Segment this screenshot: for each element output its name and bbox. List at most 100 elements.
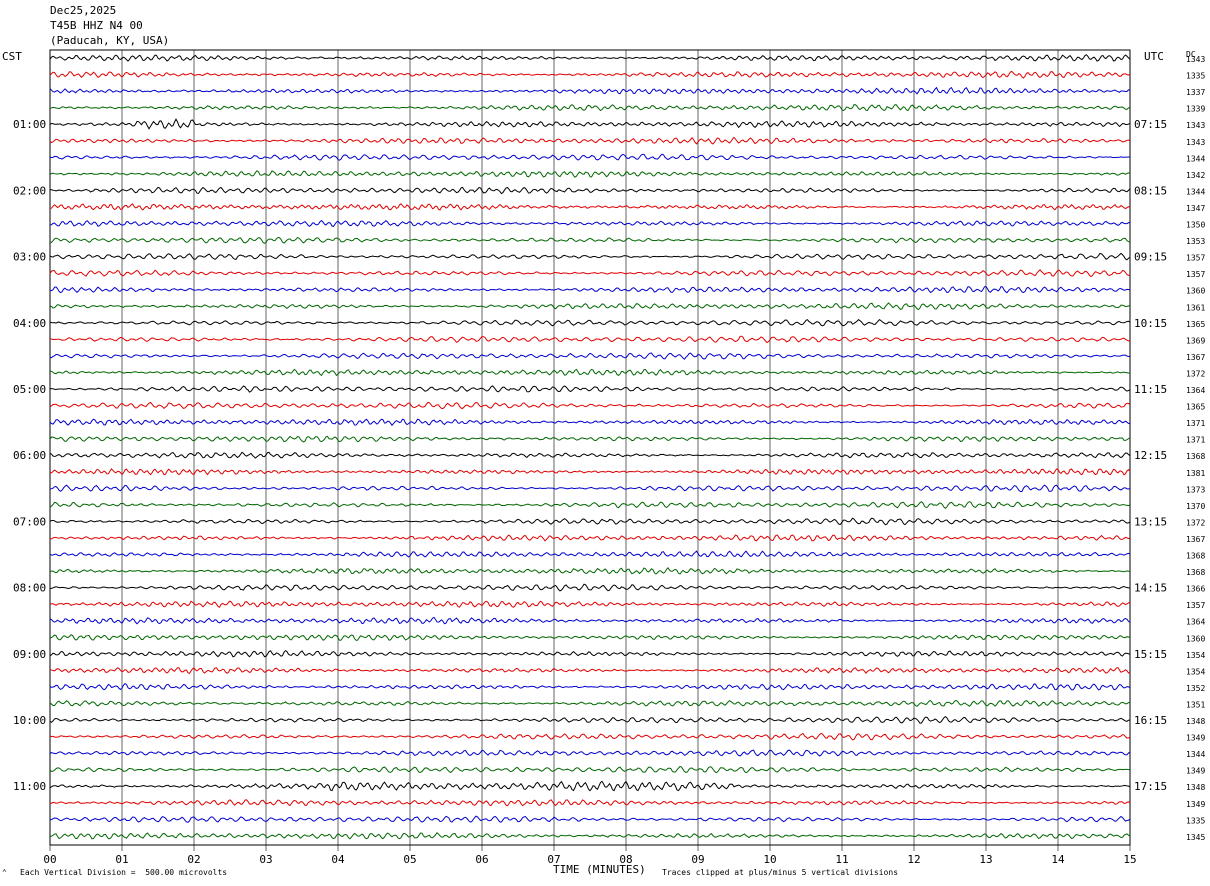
dc-offset-label: 1368 [1186,568,1205,577]
scale-note: Each Vertical Division = 500.00 microvol… [20,868,228,877]
trace-16 [49,302,1131,311]
right-hour-label: 17:15 [1134,780,1167,793]
trace-20 [49,368,1131,377]
left-hour-label: 04:00 [13,317,46,330]
trace-14 [49,269,1131,278]
dc-offset-label: 1337 [1186,88,1205,97]
trace-47 [49,815,1131,823]
dc-offset-label: 1372 [1186,518,1205,527]
left-hour-label: 05:00 [13,383,46,396]
x-tick-label: 02 [187,853,200,866]
x-tick-label: 09 [691,853,704,866]
trace-4 [49,104,1131,112]
trace-36 [49,634,1131,641]
right-hour-label: 16:15 [1134,714,1167,727]
trace-37 [49,649,1131,658]
trace-5 [49,118,1131,130]
trace-41 [49,715,1131,724]
dc-offset-label: 1357 [1186,254,1205,263]
x-tick-label: 00 [43,853,56,866]
dc-offset-label: 1357 [1186,601,1205,610]
trace-24 [49,435,1131,443]
dc-offset-label: 1367 [1186,353,1205,362]
trace-28 [49,501,1131,509]
right-hour-label: 07:15 [1134,118,1167,131]
dc-offset-label: 1372 [1186,369,1205,378]
trace-23 [49,418,1131,427]
x-tick-label: 01 [115,853,128,866]
dc-offset-label: 1371 [1186,436,1205,445]
dc-offset-label: 1335 [1186,816,1205,825]
trace-2 [49,70,1131,79]
trace-26 [49,468,1131,476]
trace-45 [49,780,1131,792]
trace-43 [49,749,1131,757]
trace-27 [49,484,1131,493]
right-hour-label: 15:15 [1134,648,1167,661]
x-tick-label: 08 [619,853,632,866]
trace-21 [49,385,1131,393]
x-tick-label: 12 [907,853,920,866]
trace-35 [49,616,1131,625]
left-hour-label: 07:00 [13,515,46,528]
dc-offset-label: 1351 [1186,700,1205,709]
dc-offset-label: 1368 [1186,552,1205,561]
x-tick-label: 11 [835,853,848,866]
trace-39 [49,682,1131,691]
right-hour-label: 11:15 [1134,383,1167,396]
dc-offset-label: 1348 [1186,717,1205,726]
left-hour-label: 03:00 [13,251,46,264]
dc-offset-label: 1360 [1186,634,1205,643]
plot-frame [49,49,1131,846]
trace-29 [49,517,1131,526]
right-axis-title: UTC [1144,50,1164,63]
trace-3 [49,86,1131,95]
left-hour-label: 01:00 [13,118,46,131]
x-tick-label: 14 [1051,853,1065,866]
dc-offset-label: 1361 [1186,303,1205,312]
dc-offset-label: 1339 [1186,105,1205,114]
header-station: T45B HHZ N4 00 [50,19,143,32]
x-tick-label: 15 [1123,853,1136,866]
trace-9 [49,186,1131,195]
dc-title: DC [1186,50,1196,59]
right-hour-label: 08:15 [1134,184,1167,197]
dc-offset-label: 1350 [1186,221,1205,230]
dc-offset-label: 1367 [1186,535,1205,544]
trace-11 [49,219,1131,228]
dc-offset-label: 1335 [1186,72,1205,81]
trace-48 [49,832,1131,840]
dc-offset-label: 1343 [1186,121,1205,130]
trace-31 [49,550,1131,558]
right-hour-label: 10:15 [1134,317,1167,330]
trace-7 [49,153,1130,161]
dc-offset-label: 1347 [1186,204,1205,213]
x-tick-label: 03 [259,853,272,866]
dc-offset-label: 1381 [1186,469,1205,478]
dc-offset-label: 1368 [1186,452,1205,461]
header-location: (Paducah, KY, USA) [50,34,170,47]
dc-offset-label: 1344 [1186,750,1205,759]
trace-38 [49,666,1131,675]
trace-30 [49,534,1131,542]
trace-42 [49,732,1131,741]
dc-offset-label: 1370 [1186,502,1205,511]
trace-13 [49,252,1131,261]
trace-22 [49,401,1131,410]
header-date: Dec25,2025 [50,4,117,17]
trace-8 [49,170,1131,178]
dc-offset-label: 1364 [1186,618,1205,627]
dc-offset-label: 1360 [1186,287,1205,296]
right-hour-label: 14:15 [1134,582,1167,595]
trace-44 [49,765,1131,774]
left-hour-label: 06:00 [13,449,46,462]
dc-offset-label: 1357 [1186,270,1205,279]
trace-25 [49,451,1131,459]
dc-offset-label: 1349 [1186,734,1205,743]
x-tick-label: 07 [547,853,560,866]
trace-15 [49,285,1131,294]
trace-18 [49,335,1131,344]
dc-offset-label: 1369 [1186,336,1205,345]
dc-offset-label: 1345 [1186,833,1205,842]
